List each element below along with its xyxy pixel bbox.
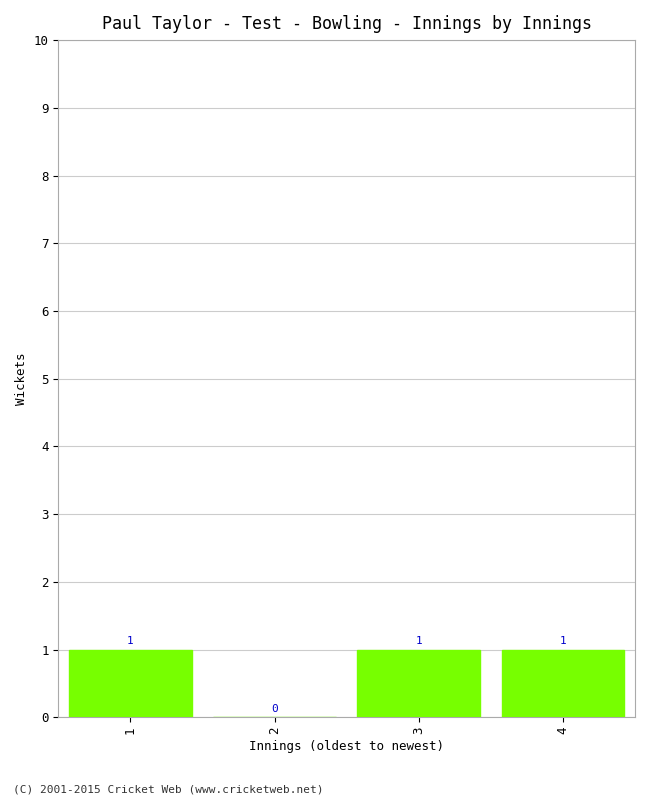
Text: 0: 0 (271, 704, 278, 714)
X-axis label: Innings (oldest to newest): Innings (oldest to newest) (249, 740, 444, 753)
Text: 1: 1 (415, 636, 422, 646)
Bar (69, 650, 192, 718)
Text: 1: 1 (560, 636, 566, 646)
Title: Paul Taylor - Test - Bowling - Innings by Innings: Paul Taylor - Test - Bowling - Innings b… (101, 15, 592, 33)
Bar (502, 650, 624, 718)
Bar (358, 650, 480, 718)
Y-axis label: Wickets: Wickets (15, 353, 28, 405)
Text: 1: 1 (127, 636, 134, 646)
Text: (C) 2001-2015 Cricket Web (www.cricketweb.net): (C) 2001-2015 Cricket Web (www.cricketwe… (13, 784, 324, 794)
